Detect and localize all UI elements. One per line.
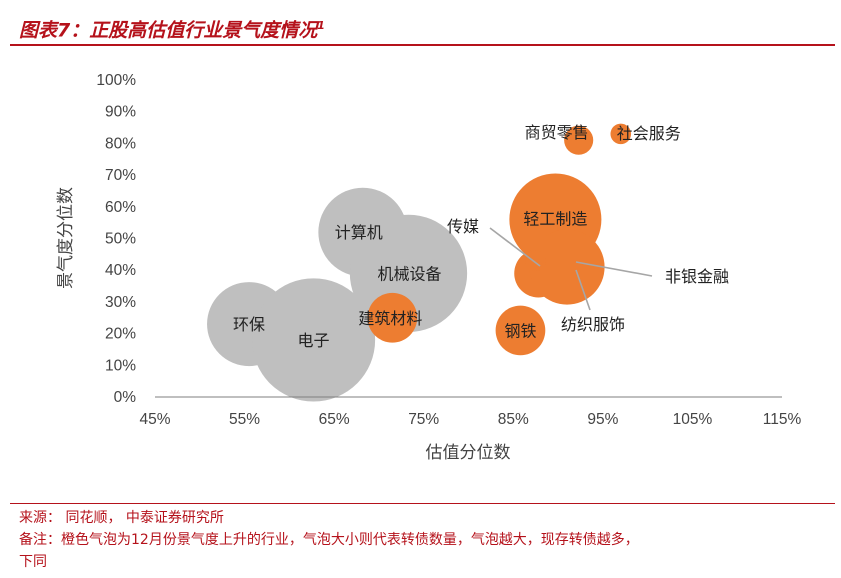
y-axis-label: 景气度分位数 bbox=[56, 187, 76, 289]
bubble-label: 轻工制造 bbox=[523, 209, 587, 228]
y-tick-label: 30% bbox=[105, 294, 136, 311]
y-tick-label: 10% bbox=[105, 357, 136, 374]
bubble-label: 商贸零售 bbox=[525, 123, 589, 142]
y-tick-label: 50% bbox=[105, 231, 136, 248]
bubble-label: 非银金融 bbox=[665, 267, 729, 286]
y-tick-label: 100% bbox=[96, 72, 136, 89]
x-tick-label: 45% bbox=[139, 411, 170, 428]
leader-lines bbox=[489, 227, 653, 311]
footer-notes: 来源： 同花顺， 中泰证券研究所 备注：橙色气泡为12月份景气度上升的行业，气泡… bbox=[19, 507, 831, 573]
bubble-label: 纺织服饰 bbox=[561, 315, 625, 334]
y-tick-label: 20% bbox=[105, 326, 136, 343]
bubble bbox=[564, 125, 594, 155]
chart-title: 图表7：正股高估值行业景气度情况1 bbox=[19, 19, 325, 42]
bubble-label: 环保 bbox=[233, 315, 265, 334]
title-divider bbox=[10, 44, 835, 46]
bubble bbox=[251, 278, 376, 402]
x-tick-label: 95% bbox=[587, 411, 618, 428]
x-tick-label: 115% bbox=[763, 411, 802, 428]
bubble-layer bbox=[207, 123, 632, 402]
x-tick-labels: 45% 55% 65% 75% 85% 95% 105% 115% bbox=[139, 411, 801, 428]
x-tick-label: 55% bbox=[229, 411, 260, 428]
y-tick-labels: 0% 10% 20% 30% 40% 50% 60% 70% 80% 90% 100% bbox=[96, 72, 136, 406]
bubble bbox=[367, 292, 418, 343]
source-note: 来源： 同花顺， 中泰证券研究所 bbox=[19, 510, 224, 526]
bubble-label: 建筑材料 bbox=[358, 309, 422, 328]
y-tick-label: 70% bbox=[105, 167, 136, 184]
x-tick-label: 75% bbox=[408, 411, 439, 428]
bubble bbox=[495, 305, 546, 356]
y-tick-label: 60% bbox=[105, 199, 136, 216]
bubble-label: 电子 bbox=[298, 331, 330, 350]
leader-line bbox=[575, 261, 653, 277]
x-tick-label: 85% bbox=[498, 411, 529, 428]
bubble bbox=[610, 123, 632, 145]
bubble-label: 钢铁 bbox=[504, 321, 536, 340]
leader-line bbox=[489, 227, 541, 267]
bubble-label: 计算机 bbox=[335, 223, 383, 242]
y-tick-label: 40% bbox=[105, 262, 136, 279]
footer-divider bbox=[10, 503, 835, 504]
bubble-label: 社会服务 bbox=[617, 124, 681, 143]
x-tick-label: 65% bbox=[319, 411, 350, 428]
remark-note-cont: 下同 bbox=[19, 554, 47, 570]
y-tick-label: 0% bbox=[114, 389, 137, 406]
y-tick-label: 90% bbox=[105, 104, 136, 121]
bubble bbox=[529, 229, 605, 305]
y-tick-label: 80% bbox=[105, 135, 136, 152]
bubble-label: 传媒 bbox=[447, 217, 479, 236]
x-axis-label: 估值分位数 bbox=[426, 443, 511, 463]
bubble-label: 机械设备 bbox=[377, 264, 441, 283]
x-tick-label: 105% bbox=[673, 411, 713, 428]
bubble bbox=[525, 250, 546, 271]
remark-note: 备注：橙色气泡为12月份景气度上升的行业，气泡大小则代表转债数量，气泡越大，现存… bbox=[19, 532, 639, 548]
title-footnote-mark: 1 bbox=[317, 19, 325, 32]
leader-line bbox=[575, 269, 591, 311]
